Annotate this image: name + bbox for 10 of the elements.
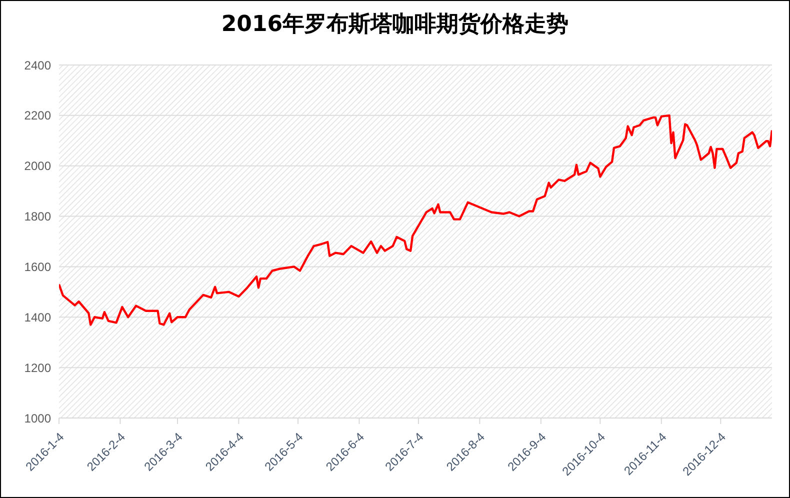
y-tick-label: 2400	[24, 58, 52, 72]
y-tick-label: 1200	[24, 360, 52, 375]
y-tick-label: 2200	[24, 108, 52, 123]
line-series	[59, 114, 772, 326]
chart-title: 2016年罗布斯塔咖啡期货价格走势	[220, 11, 570, 39]
y-tick-label: 2000	[24, 159, 52, 174]
y-tick-label: 1400	[24, 310, 52, 324]
y-tick-label: 1600	[24, 260, 52, 274]
y-tick-label: 1800	[24, 210, 52, 224]
y-tick-label: 1000	[24, 411, 52, 426]
